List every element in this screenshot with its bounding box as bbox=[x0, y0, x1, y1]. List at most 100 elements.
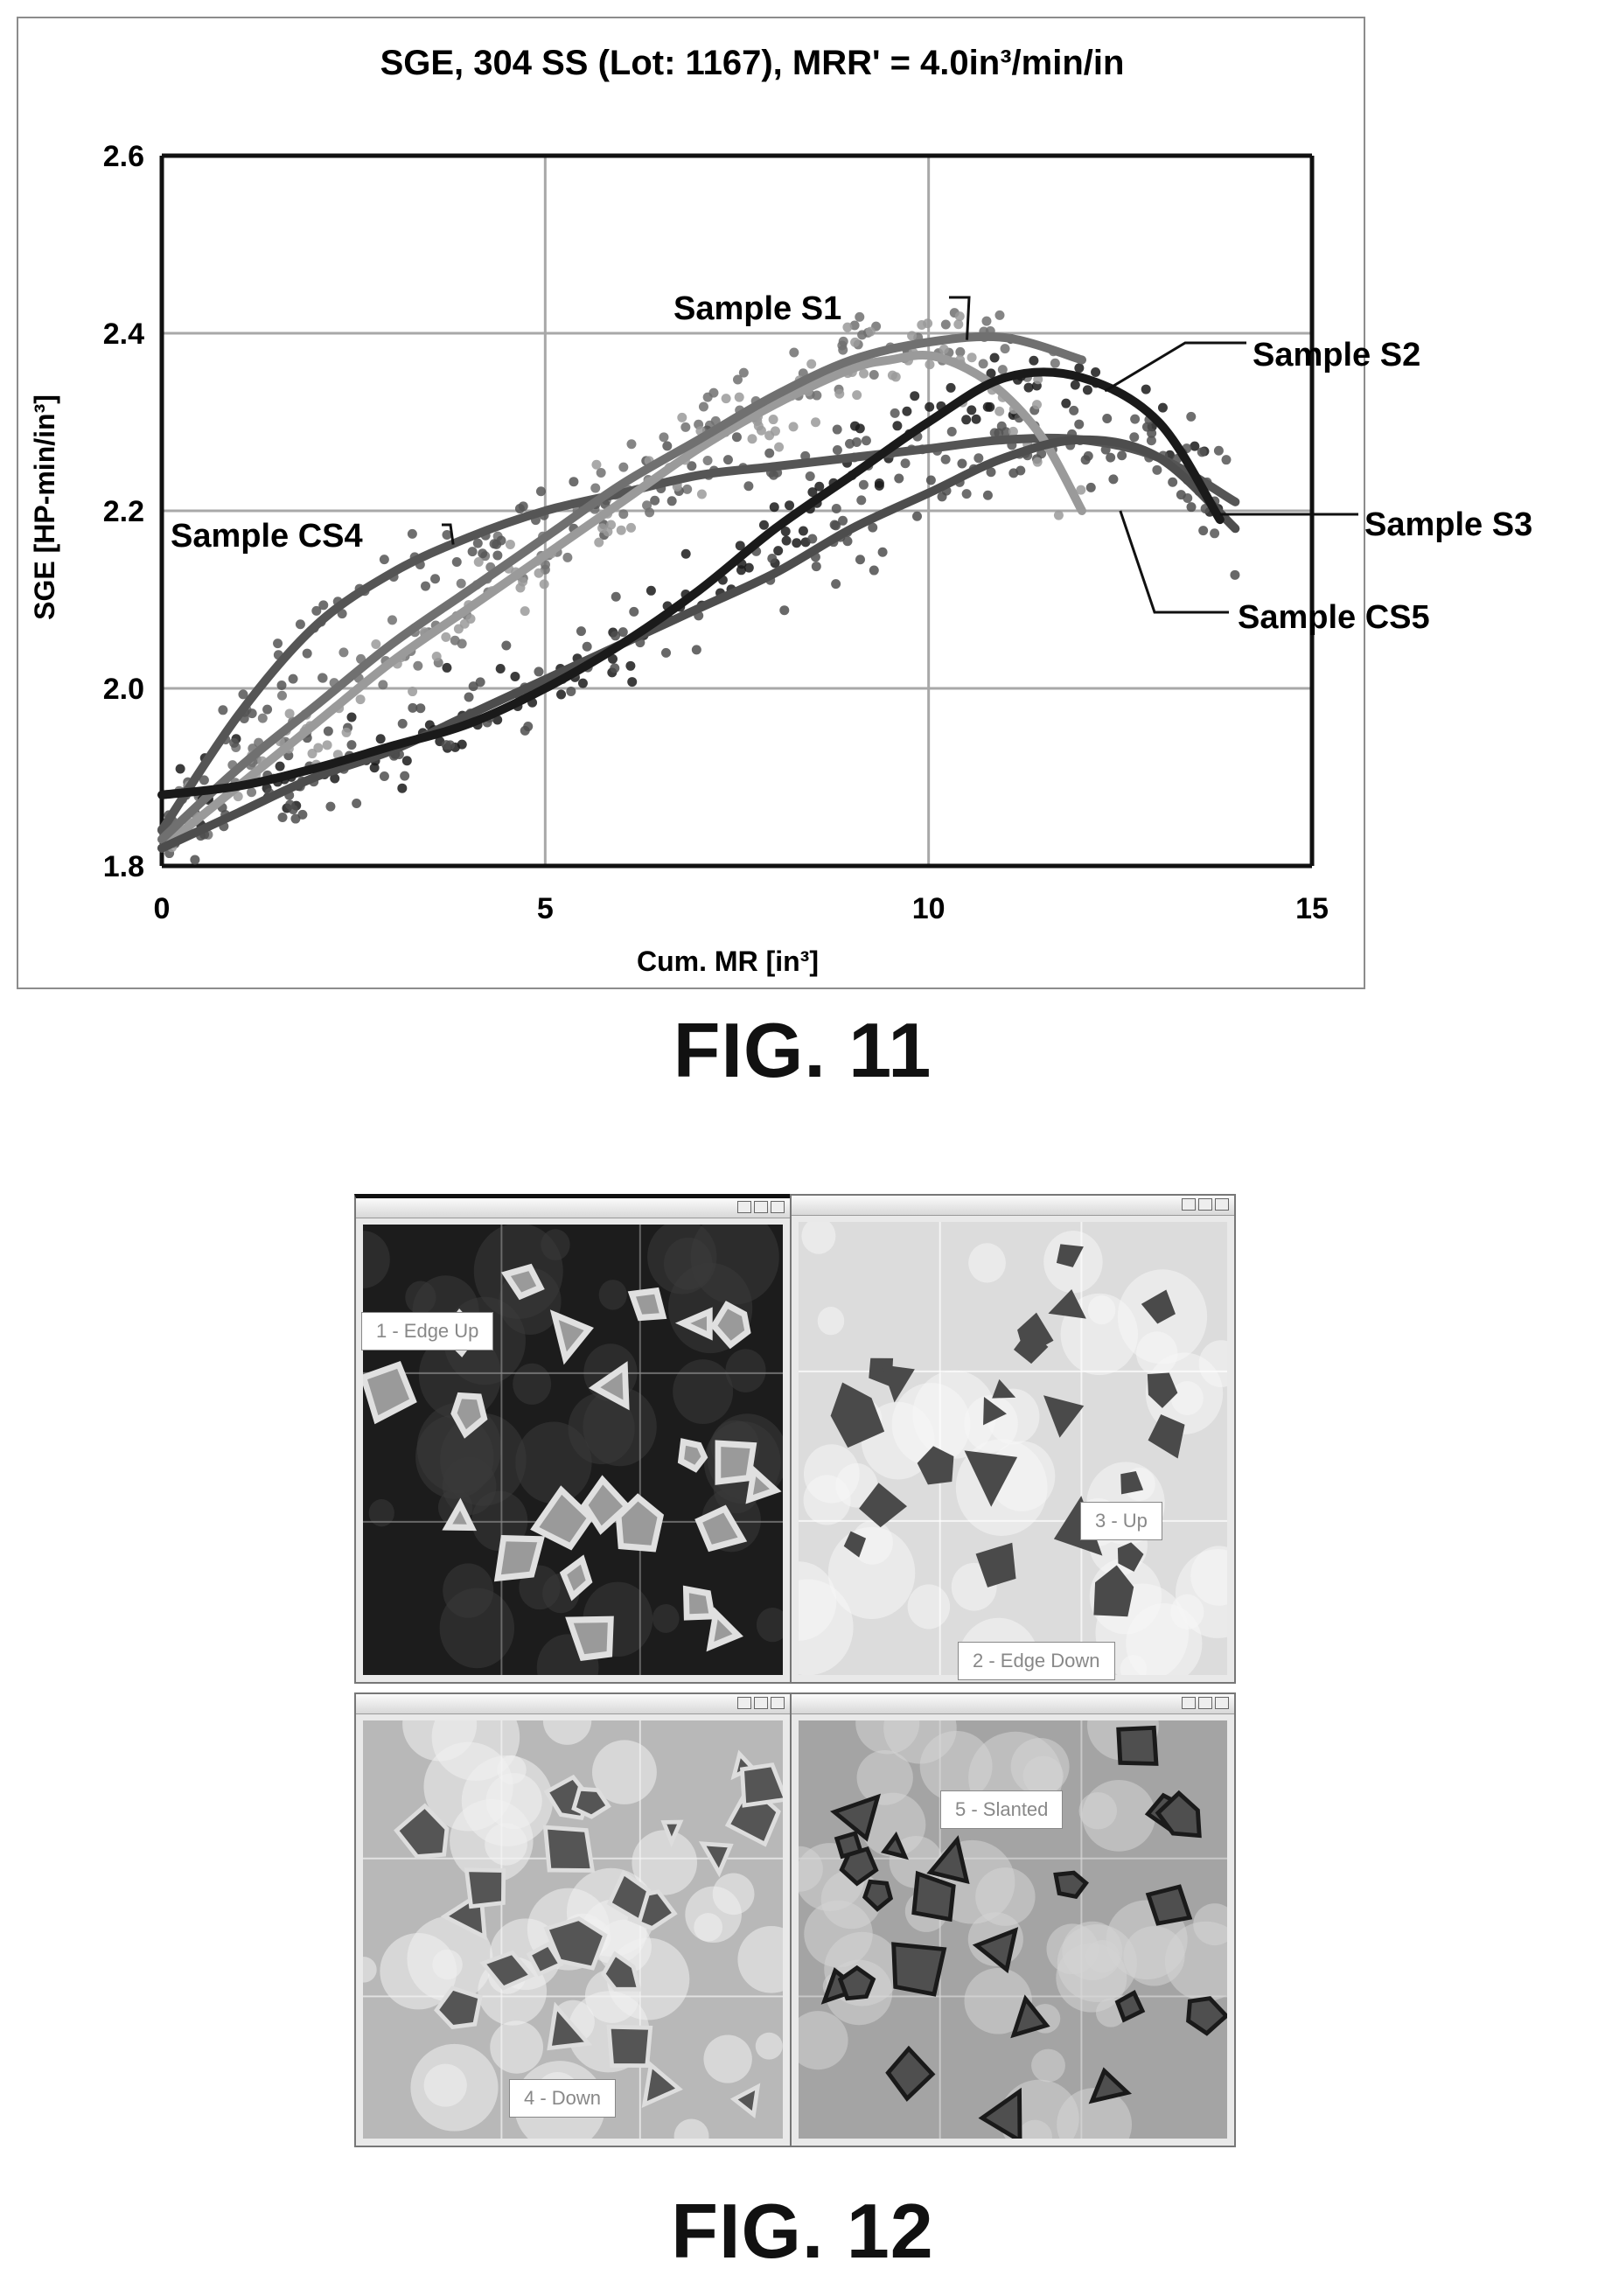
scatter-point bbox=[986, 368, 996, 379]
scatter-point bbox=[473, 556, 484, 567]
panel-label-up: 3 - Up bbox=[1080, 1502, 1162, 1540]
scatter-point bbox=[811, 417, 821, 428]
texture-spot bbox=[1057, 2088, 1133, 2139]
abrasive-grain bbox=[606, 1869, 652, 1924]
scatter-point bbox=[721, 394, 731, 404]
scatter-point bbox=[1036, 449, 1047, 459]
scatter-point bbox=[413, 660, 423, 671]
scatter-point bbox=[743, 481, 754, 492]
scatter-point bbox=[400, 771, 410, 781]
texture-spot bbox=[1017, 2119, 1052, 2139]
scatter-point bbox=[302, 648, 312, 659]
scatter-point bbox=[457, 739, 467, 750]
scatter-point bbox=[616, 525, 626, 535]
window-control-buttons[interactable] bbox=[737, 1697, 785, 1709]
annotation-leader bbox=[949, 296, 971, 340]
fig11-chart: SGE, 304 SS (Lot: 1167), MRR' = 4.0in³/m… bbox=[17, 17, 1532, 989]
abrasive-grain bbox=[1043, 1395, 1085, 1438]
micrograph-image bbox=[363, 1720, 783, 2139]
abrasive-grain bbox=[729, 2083, 761, 2118]
scatter-point bbox=[842, 536, 853, 547]
scatter-point bbox=[284, 708, 295, 719]
abrasive-grain bbox=[1148, 1413, 1185, 1459]
window-title-bar bbox=[792, 1694, 1234, 1714]
abrasive-grain bbox=[581, 1475, 632, 1535]
abrasive-grain bbox=[464, 1867, 506, 1909]
scatter-point bbox=[1032, 400, 1043, 410]
abrasive-grain bbox=[837, 1965, 876, 2001]
texture-spot bbox=[632, 1830, 698, 1895]
abrasive-grain bbox=[885, 2045, 936, 2102]
scatter-point bbox=[465, 614, 476, 625]
scatter-point bbox=[1023, 382, 1034, 393]
scatter-point bbox=[989, 352, 1000, 363]
texture-spot bbox=[1082, 1779, 1156, 1852]
scatter-point bbox=[1152, 464, 1162, 475]
scatter-point bbox=[982, 490, 993, 500]
series-lines bbox=[157, 331, 1240, 853]
scatter-point bbox=[379, 771, 389, 782]
abrasive-grain bbox=[682, 1585, 716, 1621]
scatter-point bbox=[1221, 455, 1232, 465]
y-tick-label: 2.6 bbox=[103, 140, 144, 173]
scatter-point bbox=[618, 462, 629, 472]
scatter-point bbox=[450, 635, 460, 646]
scatter-point bbox=[618, 627, 628, 638]
scatter-point bbox=[1197, 447, 1207, 457]
scatter-point bbox=[626, 439, 637, 450]
chart-frame bbox=[17, 17, 1365, 989]
abrasive-grain bbox=[745, 1464, 782, 1504]
scatter-point bbox=[940, 319, 951, 330]
series-annotations: Sample S1 Sample S2 Sample S3 Sample CS4 Sam… bbox=[171, 290, 1532, 636]
scatter-point bbox=[1230, 569, 1240, 580]
scatter-point bbox=[989, 428, 1000, 438]
scatter-point bbox=[378, 680, 388, 690]
scatter-point bbox=[610, 663, 620, 673]
scatter-point bbox=[397, 783, 408, 793]
abrasive-grain bbox=[601, 1951, 642, 1992]
scatter-point bbox=[902, 406, 912, 416]
scatter-point bbox=[275, 761, 285, 771]
abrasive-grain bbox=[983, 1396, 1007, 1426]
window-control-buttons[interactable] bbox=[737, 1201, 785, 1213]
fig11-caption: FIG. 11 bbox=[673, 1007, 932, 1093]
panel-label-down: 4 - Down bbox=[509, 2079, 617, 2118]
scatter-point bbox=[190, 855, 200, 865]
scatter-point bbox=[792, 538, 802, 548]
abrasive-grain bbox=[926, 1835, 970, 1885]
abrasive-grain bbox=[1053, 1496, 1103, 1556]
scatter-point bbox=[355, 694, 366, 705]
abrasive-grain bbox=[1056, 1244, 1084, 1267]
scatter-point bbox=[472, 538, 483, 548]
scatter-point bbox=[973, 453, 984, 464]
texture-spot bbox=[490, 2020, 543, 2074]
abrasive-grain bbox=[479, 1950, 535, 1991]
scatter-point bbox=[276, 680, 287, 690]
scatter-point bbox=[456, 578, 466, 589]
abrasive-grain bbox=[911, 1870, 956, 1923]
scatter-point bbox=[807, 487, 818, 498]
scatter-point bbox=[307, 749, 318, 759]
scatter-point bbox=[1186, 411, 1197, 422]
window-control-buttons[interactable] bbox=[1182, 1198, 1229, 1211]
scatter-point bbox=[807, 534, 818, 544]
scatter-point bbox=[758, 520, 769, 530]
abrasive-grain bbox=[964, 1450, 1018, 1507]
scatter-point bbox=[397, 718, 408, 729]
scatter-point bbox=[855, 555, 865, 565]
scatter-point bbox=[257, 713, 268, 723]
window-control-buttons[interactable] bbox=[1182, 1697, 1229, 1709]
abrasive-grain bbox=[1141, 1289, 1176, 1324]
texture-spot bbox=[703, 2034, 752, 2083]
scatter-point bbox=[743, 562, 754, 573]
abrasive-grain bbox=[1088, 2067, 1133, 2104]
texture-spot bbox=[673, 1359, 734, 1425]
texture-spot bbox=[652, 1603, 680, 1633]
scatter-point bbox=[277, 812, 288, 822]
scatter-point bbox=[1102, 414, 1113, 424]
scatter-point bbox=[1129, 432, 1140, 443]
scatter-point bbox=[831, 579, 841, 590]
scatter-point bbox=[401, 756, 412, 766]
window-title-bar bbox=[356, 1694, 790, 1714]
annotation-label: Sample S1 bbox=[673, 290, 841, 327]
